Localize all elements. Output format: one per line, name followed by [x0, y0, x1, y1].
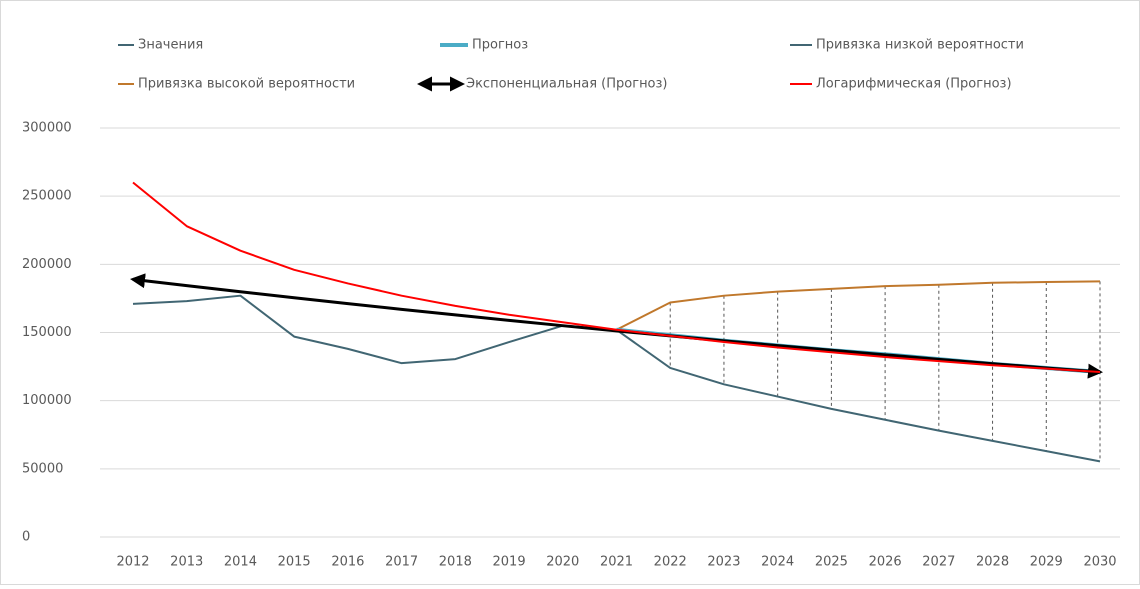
x-tick-label: 2015 — [278, 555, 311, 570]
x-tick-label: 2014 — [224, 555, 257, 570]
x-tick-label: 2024 — [761, 555, 794, 570]
y-tick-label: 100000 — [22, 393, 72, 408]
legend-label: Логарифмическая (Прогноз) — [816, 77, 1012, 92]
legend-label: Значения — [138, 38, 203, 53]
series-line — [130, 273, 1103, 379]
x-tick-label: 2017 — [385, 555, 418, 570]
legend-label: Прогноз — [472, 38, 528, 53]
y-tick-label: 200000 — [22, 257, 72, 272]
x-tick-label: 2012 — [116, 555, 149, 570]
series-line — [132, 181, 1101, 374]
legend-label: Привязка высокой вероятности — [138, 77, 355, 92]
x-tick-label: 2023 — [707, 555, 740, 570]
legend-label: Экспоненциальная (Прогноз) — [466, 77, 668, 92]
y-tick-label: 50000 — [22, 461, 63, 476]
x-tick-label: 2018 — [439, 555, 472, 570]
y-tick-label: 250000 — [22, 189, 72, 204]
x-tick-label: 2013 — [170, 555, 203, 570]
x-tick-label: 2027 — [922, 555, 955, 570]
x-tick-label: 2030 — [1083, 555, 1116, 570]
x-tick-label: 2021 — [600, 555, 633, 570]
y-tick-label: 0 — [22, 530, 30, 545]
y-tick-label: 150000 — [22, 325, 72, 340]
x-tick-label: 2020 — [546, 555, 579, 570]
y-tick-label: 300000 — [22, 121, 72, 136]
legend-label: Привязка низкой вероятности — [816, 38, 1024, 53]
x-tick-label: 2016 — [331, 555, 364, 570]
x-tick-label: 2019 — [493, 555, 526, 570]
x-tick-label: 2028 — [976, 555, 1009, 570]
x-tick-label: 2022 — [654, 555, 687, 570]
x-tick-label: 2026 — [869, 555, 902, 570]
x-tick-label: 2025 — [815, 555, 848, 570]
x-tick-label: 2029 — [1030, 555, 1063, 570]
